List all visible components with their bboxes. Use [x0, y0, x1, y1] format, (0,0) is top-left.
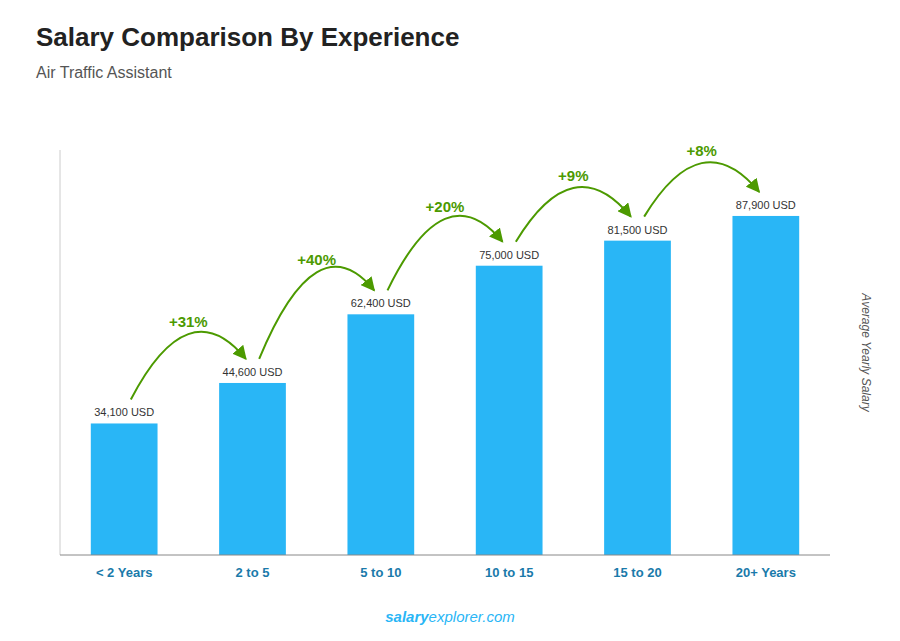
- arrow: [259, 267, 374, 359]
- footer-part: salary: [385, 608, 429, 625]
- bar: [219, 383, 286, 555]
- bar: [604, 241, 671, 555]
- chart-container: Salary Comparison By Experience Air Traff…: [0, 0, 900, 641]
- arrow: [388, 216, 503, 291]
- data-label: 62,400 USD: [351, 297, 411, 309]
- arrow: [644, 162, 759, 216]
- arrow: [131, 332, 246, 400]
- bar: [91, 423, 158, 555]
- x-tick-label: 2 to 5: [236, 565, 270, 580]
- x-axis-line: [60, 555, 830, 556]
- footer: salaryexplorer.com: [385, 608, 515, 625]
- x-tick-label: 20+ Years: [736, 565, 796, 580]
- x-tick-label: 10 to 15: [485, 565, 533, 580]
- x-tick-label: 15 to 20: [613, 565, 661, 580]
- annotation: +20%: [426, 198, 465, 215]
- subtitle: Air Traffic Assistant: [36, 64, 172, 81]
- bars: [91, 216, 799, 555]
- title: Salary Comparison By Experience: [36, 22, 459, 52]
- data-label: 34,100 USD: [94, 406, 154, 418]
- bar: [732, 216, 799, 555]
- chart-svg: Salary Comparison By Experience Air Traff…: [0, 0, 900, 641]
- annotation: +8%: [686, 142, 716, 159]
- y-axis-line: [60, 150, 61, 555]
- data-label: 87,900 USD: [736, 199, 796, 211]
- bar: [347, 314, 414, 555]
- x-tick-label: 5 to 10: [360, 565, 401, 580]
- arrow: [516, 187, 631, 242]
- x-tick-label: < 2 Years: [96, 565, 153, 580]
- annotation: +40%: [297, 251, 336, 268]
- data-label: 44,600 USD: [223, 366, 283, 378]
- footer-part: explorer.com: [429, 608, 515, 625]
- data-label: 81,500 USD: [608, 224, 668, 236]
- annotation: +31%: [169, 313, 208, 330]
- data-label: 75,000 USD: [479, 249, 539, 261]
- bar: [476, 266, 543, 555]
- y-axis-label: Average Yearly Salary: [859, 292, 873, 412]
- annotation: +9%: [558, 167, 588, 184]
